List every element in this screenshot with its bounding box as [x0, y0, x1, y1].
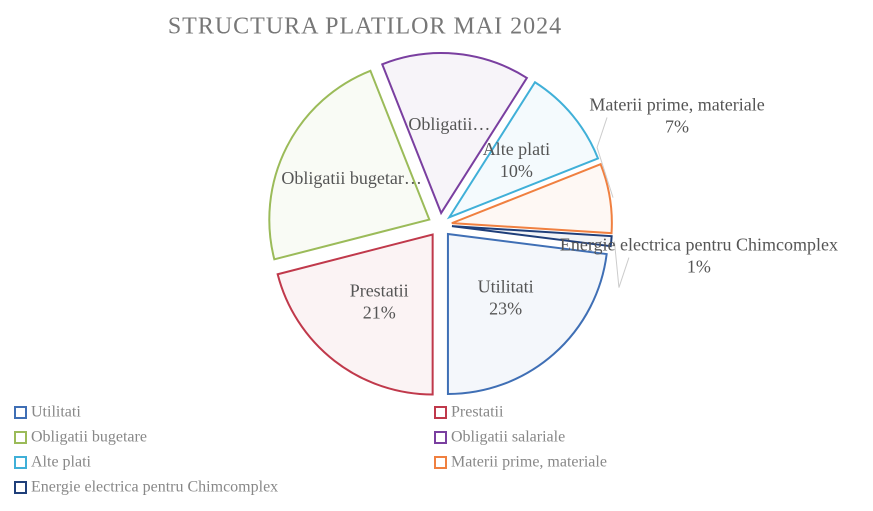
data-label: Alte plati 10%: [483, 139, 550, 181]
legend-swatch: [14, 481, 27, 494]
legend-label: Energie electrica pentru Chimcomplex: [31, 479, 278, 496]
data-label: Obligatii bugetar…: [281, 168, 421, 188]
leader-line: [613, 241, 630, 288]
legend-label: Alte plati: [31, 454, 92, 471]
slice-name: Alte plati: [483, 139, 550, 159]
slice-name: Obligatii bugetar…: [281, 168, 421, 188]
legend-label: Utilitati: [31, 404, 81, 421]
legend-swatch: [14, 406, 27, 419]
data-label: Obligatii…: [408, 114, 490, 134]
slice-name: Prestatii: [350, 281, 409, 301]
pie-slice: [451, 162, 613, 235]
legend-swatch: [14, 431, 27, 444]
pie-slice: [451, 225, 613, 248]
slice-name: Obligatii…: [408, 114, 490, 134]
data-label: Energie electrica pentru Chimcomplex 1%: [560, 235, 838, 277]
legend-swatch: [434, 431, 447, 444]
slice-name: Energie electrica pentru Chimcomplex: [560, 235, 838, 255]
legend-swatch: [434, 456, 447, 469]
pie-slice: [268, 69, 431, 261]
legend-label: Materii prime, materiale: [451, 454, 607, 471]
pie-slice: [446, 80, 600, 220]
slice-value: 1%: [687, 257, 711, 277]
data-label: Prestatii 21%: [350, 281, 409, 323]
legend-swatch: [14, 456, 27, 469]
data-label: Utilitati 23%: [478, 277, 534, 319]
slice-value: 7%: [665, 117, 689, 137]
leader-line: [596, 117, 614, 198]
pie-slice: [380, 52, 529, 216]
slice-name: Materii prime, materiale: [589, 95, 764, 115]
legend-swatch: [434, 406, 447, 419]
slice-value: 21%: [363, 303, 396, 323]
slice-value: 10%: [500, 161, 533, 181]
legend-label: Prestatii: [451, 404, 504, 421]
slice-name: Utilitati: [478, 277, 534, 297]
pie-slice: [446, 232, 608, 396]
legend-label: Obligatii bugetare: [31, 429, 147, 446]
pie-slice: [276, 233, 434, 396]
data-label: Materii prime, materiale 7%: [589, 95, 764, 137]
chart-title: STRUCTURA PLATILOR MAI 2024: [168, 14, 562, 40]
legend-label: Obligatii salariale: [451, 429, 565, 446]
slice-value: 23%: [489, 299, 522, 319]
